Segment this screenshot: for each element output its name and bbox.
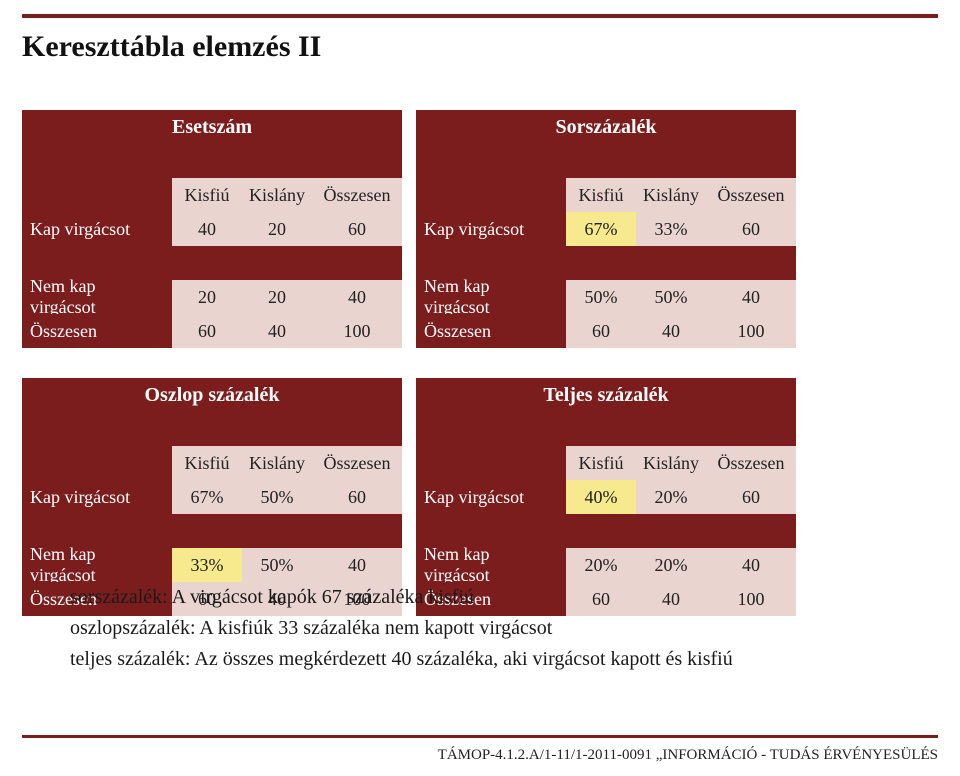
table-spacer (416, 412, 796, 446)
table-spacer (22, 514, 402, 548)
table-cell: 50% (242, 480, 312, 514)
interp-line-3: teljes százalék: Az összes megkérdezett … (70, 644, 733, 675)
table-corner (416, 446, 566, 480)
footer-rule (22, 735, 938, 738)
col-header: Összesen (312, 446, 402, 480)
table-oszlop: Oszlop százalék KisfiúKislányÖsszesen Kap … (22, 378, 402, 616)
table-cell: 100 (706, 314, 796, 348)
table-cell: 33% (172, 548, 242, 582)
table-spacer (416, 514, 796, 548)
footer-text: TÁMOP-4.1.2.A/1-11/1-2011-0091 „INFORMÁC… (438, 747, 938, 764)
table-spacer (416, 246, 796, 280)
col-header: Kislány (242, 178, 312, 212)
table-pair-top: EsetszámKisfiúKislányÖsszesenKap virgács… (22, 110, 938, 348)
col-header: Kislány (242, 446, 312, 480)
table-cell: 60 (706, 212, 796, 246)
table-spacer (416, 144, 796, 178)
table-pair-bottom: Oszlop százalékKisfiúKislányÖsszesenKap … (22, 378, 938, 616)
table-cell: 20 (172, 280, 242, 314)
col-header: Kislány (636, 446, 706, 480)
table-cell: 67% (566, 212, 636, 246)
table-cell: 60 (312, 212, 402, 246)
table-corner (22, 178, 172, 212)
table-cell: 60 (172, 314, 242, 348)
table-cell: 40 (636, 314, 706, 348)
table-cell: 40 (312, 548, 402, 582)
row-label: Nem kap virgácsot (22, 548, 172, 582)
page-title: Kereszttábla elemzés II (22, 30, 321, 64)
col-header: Összesen (706, 446, 796, 480)
table-cell: 40 (172, 212, 242, 246)
table-esetszam: EsetszámKisfiúKislányÖsszesenKap virgács… (22, 110, 402, 348)
table-cell: 20 (242, 280, 312, 314)
table-cell: 40 (312, 280, 402, 314)
table-cell: 40 (706, 280, 796, 314)
row-label: Kap virgácsot (416, 212, 566, 246)
row-label: Összesen (22, 314, 172, 348)
interp-line-1: sorszázalék: A virgácsot kapók 67 százal… (70, 582, 733, 613)
table-cell: 20% (636, 480, 706, 514)
row-label: Kap virgácsot (22, 480, 172, 514)
table-corner (416, 178, 566, 212)
table-cell: 50% (242, 548, 312, 582)
tables-container: EsetszámKisfiúKislányÖsszesenKap virgács… (22, 110, 938, 646)
table-spacer (22, 144, 402, 178)
table-cell: 100 (312, 314, 402, 348)
col-header: Összesen (706, 178, 796, 212)
table-cell: 67% (172, 480, 242, 514)
row-label: Nem kap virgácsot (416, 548, 566, 582)
row-label: Nem kap virgácsot (416, 280, 566, 314)
table-sorszazalek: SorszázalékKisfiúKislányÖsszesenKap virg… (416, 110, 796, 348)
row-label: Kap virgácsot (22, 212, 172, 246)
table-cell: 20% (636, 548, 706, 582)
col-header: Kisfiú (566, 446, 636, 480)
table-teljes: Teljes százalék KisfiúKislányÖsszesen Kap … (416, 378, 796, 616)
table-spacer (22, 246, 402, 280)
table-cell: 33% (636, 212, 706, 246)
col-header: Kisfiú (566, 178, 636, 212)
table-corner (22, 446, 172, 480)
table-cell: 40 (706, 548, 796, 582)
table-cell: 20 (242, 212, 312, 246)
table-header: Oszlop százalék (22, 378, 402, 412)
table-cell: 40 (242, 314, 312, 348)
table-cell: 50% (636, 280, 706, 314)
table-spacer (22, 412, 402, 446)
table-cell: 50% (566, 280, 636, 314)
table-cell: 60 (566, 314, 636, 348)
table-cell: 60 (312, 480, 402, 514)
row-label: Összesen (416, 314, 566, 348)
interpretation-block: sorszázalék: A virgácsot kapók 67 százal… (70, 582, 733, 675)
col-header: Összesen (312, 178, 402, 212)
table-header: Teljes százalék (416, 378, 796, 412)
row-label: Kap virgácsot (416, 480, 566, 514)
table-cell: 60 (706, 480, 796, 514)
row-label: Nem kap virgácsot (22, 280, 172, 314)
table-header: Esetszám (22, 110, 402, 144)
table-cell: 20% (566, 548, 636, 582)
table-header: Sorszázalék (416, 110, 796, 144)
col-header: Kisfiú (172, 178, 242, 212)
col-header: Kislány (636, 178, 706, 212)
top-rule (22, 14, 938, 18)
table-cell: 40% (566, 480, 636, 514)
col-header: Kisfiú (172, 446, 242, 480)
interp-line-2: oszlopszázalék: A kisfiúk 33 százaléka n… (70, 613, 733, 644)
